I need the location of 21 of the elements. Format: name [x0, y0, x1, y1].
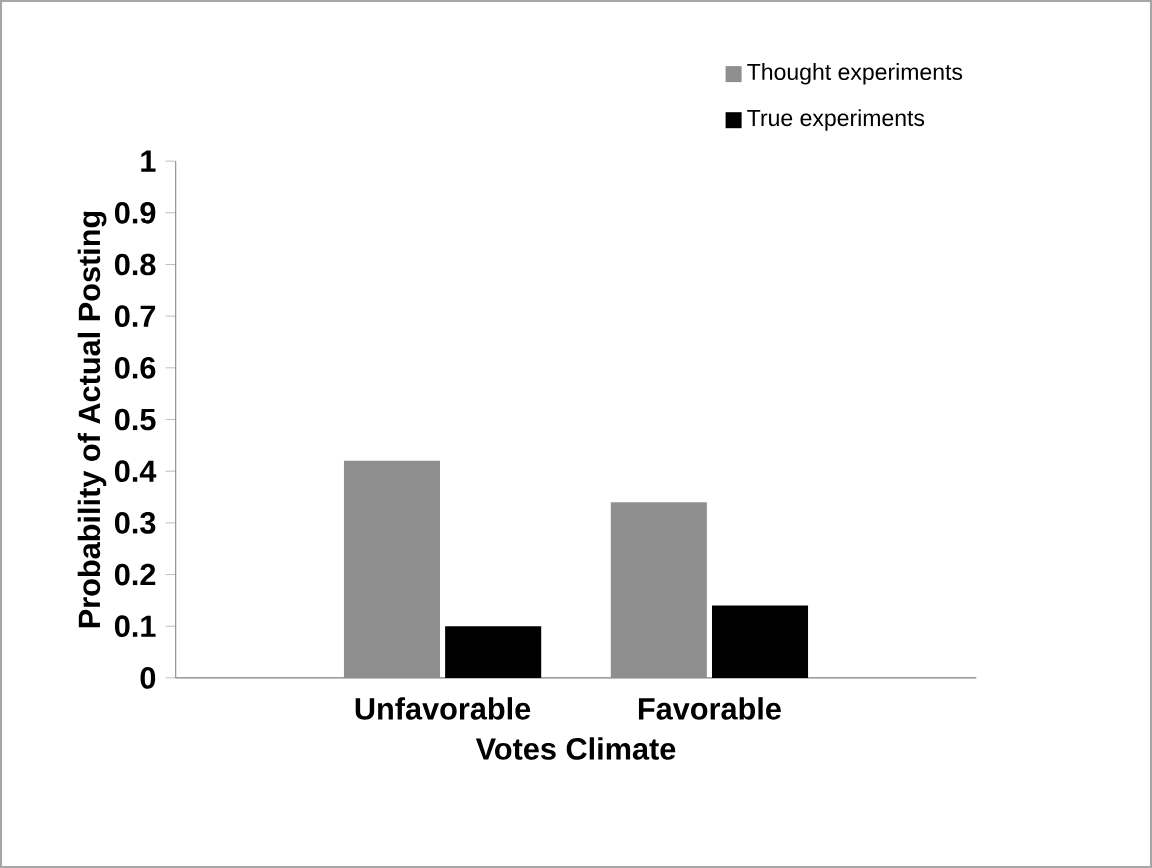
y-tick-label: 0.2	[114, 563, 156, 586]
x-axis-title: Votes Climate	[475, 737, 676, 760]
y-tick-label: 0.6	[114, 356, 156, 379]
y-tick-label: 0.8	[114, 253, 156, 276]
y-tick-label: 0.4	[114, 460, 157, 482]
bar	[711, 605, 809, 678]
legend-label: True experiments	[747, 109, 925, 131]
y-axis-title: Probability of Actual Posting	[77, 211, 107, 628]
bar	[343, 460, 441, 678]
y-tick-label: 0.1	[114, 615, 156, 637]
y-tick-label: 0	[140, 666, 156, 689]
y-tick-label: 0.7	[114, 305, 156, 327]
y-tick-label: 0.3	[114, 511, 156, 534]
y-tick-label: 0.5	[114, 408, 156, 431]
bar	[445, 626, 542, 678]
y-tick-label: 1	[141, 150, 156, 172]
y-tick-label: 0.9	[114, 201, 156, 224]
legend-label: Thought experiments	[747, 63, 963, 85]
bar	[610, 502, 707, 678]
x-tick-label: Unfavorable	[355, 697, 531, 720]
x-tick-label: Favorable	[638, 697, 781, 720]
